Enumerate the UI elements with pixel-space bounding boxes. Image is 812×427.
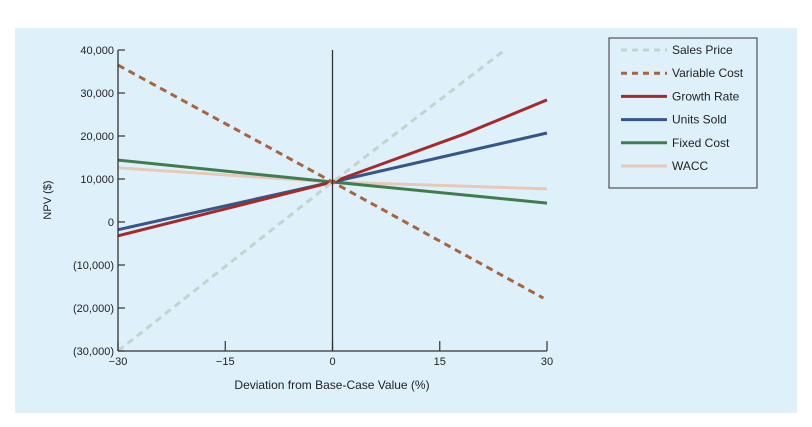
legend-label: Variable Cost (672, 66, 744, 80)
legend: Sales Price Variable Cost Growth Rate Units… (608, 37, 758, 189)
y-tick-label: (20,000) (73, 303, 114, 315)
x-tick-label: −15 (216, 356, 235, 368)
y-tick-label: 0 (108, 217, 114, 229)
x-tick-label: 15 (434, 356, 446, 368)
y-tick-label: (30,000) (73, 346, 114, 358)
y-tick-label: 20,000 (80, 131, 114, 143)
y-tick-label: 30,000 (80, 88, 114, 100)
legend-label: WACC (672, 159, 709, 173)
x-tick-label: 30 (541, 356, 553, 368)
x-tick-label: 0 (329, 356, 335, 368)
x-tick-label: −30 (109, 356, 128, 368)
y-axis-label: NPV ($) (42, 180, 54, 219)
legend-box (608, 37, 758, 189)
series-line-growth-rate (117, 98, 548, 238)
y-tick-label: 10,000 (80, 174, 114, 186)
series-line-variable-cost (117, 63, 545, 300)
y-tick-label: (10,000) (73, 260, 114, 272)
legend-label: Sales Price (672, 43, 733, 57)
legend-label: Fixed Cost (672, 136, 730, 150)
x-axis-label: Deviation from Base-Case Value (%) (234, 378, 429, 392)
y-tick-label: 40,000 (80, 45, 114, 57)
legend-label: Growth Rate (672, 89, 740, 103)
legend-label: Units Sold (672, 113, 727, 127)
